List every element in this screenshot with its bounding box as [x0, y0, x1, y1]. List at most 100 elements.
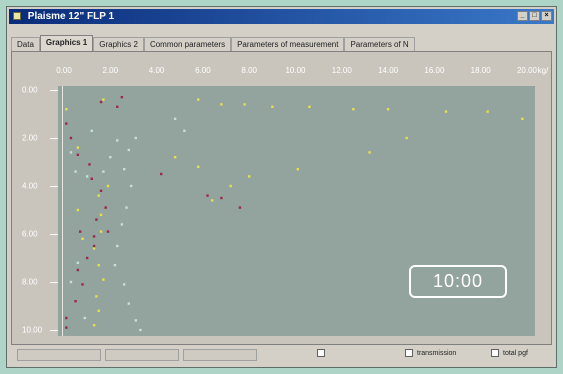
data-point-s1-13 — [120, 223, 124, 226]
x-tick-label: 12.00 — [331, 66, 352, 75]
data-point-s2-2 — [76, 153, 80, 156]
data-point-s0-12 — [521, 117, 524, 120]
data-point-s2-18 — [120, 96, 124, 99]
data-point-s1-20 — [83, 316, 87, 320]
data-point-s1-12 — [125, 206, 128, 209]
data-point-s0-13 — [405, 136, 408, 140]
transmission-option[interactable]: transmission — [405, 349, 456, 357]
y-tick-mark — [50, 282, 58, 283]
tab-common-parameters[interactable]: Common parameters — [143, 37, 232, 51]
data-point-s2-14 — [65, 316, 68, 320]
data-point-s1-11 — [129, 184, 133, 188]
data-point-s2-10 — [85, 256, 89, 260]
data-point-s0-31 — [97, 194, 100, 197]
app-icon — [13, 12, 21, 20]
data-point-s0-6 — [271, 105, 274, 108]
tab-graphics-2[interactable]: Graphics 2 — [93, 37, 144, 51]
y-tick-mark — [50, 138, 58, 139]
data-point-s0-23 — [92, 247, 96, 250]
close-icon[interactable]: × — [541, 11, 552, 21]
scatter-chart — [65, 96, 524, 332]
y-tick-label: 2.00 — [22, 133, 38, 143]
data-point-s1-10 — [122, 168, 126, 171]
data-point-s1-9 — [183, 129, 186, 132]
data-point-s1-4 — [109, 156, 112, 159]
status-field-2 — [105, 349, 179, 361]
data-point-s0-15 — [296, 168, 300, 171]
data-point-s2-21 — [220, 196, 223, 200]
timer-badge: 10:00 — [409, 265, 507, 298]
data-point-s2-17 — [116, 105, 119, 108]
minimize-icon[interactable]: _ — [517, 11, 528, 21]
x-unit-label: kg/ — [537, 66, 549, 75]
x-tick-label: 16.00 — [424, 66, 445, 75]
x-tick-label: 20.00 — [516, 66, 538, 75]
plot-area — [58, 86, 535, 336]
data-point-s1-3 — [102, 170, 105, 173]
data-point-s2-4 — [90, 177, 93, 180]
y-tick-label: 10.00 — [22, 325, 43, 335]
data-point-s1-0 — [69, 151, 73, 154]
maximize-icon[interactable]: □ — [529, 11, 540, 21]
data-point-s0-2 — [102, 98, 105, 101]
title-bar[interactable]: Plaisme 12" FLP 1 _ □ × — [9, 9, 554, 24]
data-point-s0-4 — [220, 103, 223, 106]
data-point-s1-22 — [76, 261, 80, 264]
data-point-s0-27 — [97, 309, 100, 312]
tab-strip: Data Graphics 1 Graphics 2 Common parame… — [11, 35, 552, 51]
x-tick-label: 6.00 — [195, 66, 211, 75]
data-point-s1-7 — [134, 136, 137, 140]
y-tick-mark — [50, 186, 58, 187]
data-point-s0-18 — [210, 199, 214, 202]
data-point-s2-12 — [81, 283, 84, 286]
data-point-s1-17 — [127, 302, 131, 305]
tab-parameters-of-measurement[interactable]: Parameters of measurement — [231, 37, 345, 51]
data-point-s1-19 — [139, 328, 142, 332]
data-point-s2-0 — [65, 122, 68, 125]
data-point-s2-22 — [238, 206, 242, 209]
data-point-s0-28 — [92, 324, 96, 327]
data-point-s0-0 — [65, 108, 68, 111]
total-pgf-label: total pgf — [503, 349, 528, 357]
data-point-s0-19 — [197, 165, 200, 168]
data-point-s1-14 — [116, 244, 119, 248]
data-point-s1-15 — [113, 264, 117, 267]
transmission-checkbox[interactable] — [405, 349, 413, 357]
data-point-s0-30 — [76, 208, 80, 212]
data-point-s2-13 — [74, 300, 77, 303]
tab-graphics-1[interactable]: Graphics 1 — [39, 35, 94, 51]
x-tick-label: 14.00 — [378, 66, 399, 75]
status-field-3 — [183, 349, 257, 361]
y-tick-label: 0.00 — [22, 85, 38, 95]
data-point-s1-21 — [69, 280, 73, 284]
y-tick-label: 4.00 — [22, 181, 38, 191]
x-tick-label: 4.00 — [148, 66, 165, 75]
data-point-s2-9 — [92, 244, 96, 248]
data-point-s0-7 — [308, 105, 311, 108]
total-pgf-option[interactable]: total pgf — [491, 349, 528, 357]
data-point-s2-11 — [76, 268, 80, 272]
y-tick-mark — [50, 234, 58, 235]
data-point-s0-14 — [368, 151, 371, 154]
data-point-s2-1 — [69, 136, 73, 140]
tab-parameters-of-n[interactable]: Parameters of N — [344, 37, 415, 51]
x-tick-label: 8.00 — [241, 66, 257, 75]
data-point-s1-16 — [122, 283, 126, 286]
x-tick-label: 10.00 — [285, 66, 306, 75]
status-field-1 — [17, 349, 101, 361]
data-point-s1-5 — [116, 139, 119, 142]
data-point-s0-5 — [243, 103, 246, 106]
data-point-s0-22 — [99, 230, 103, 233]
disabled-option — [317, 349, 329, 357]
data-point-s1-1 — [74, 170, 77, 173]
data-point-s0-16 — [248, 175, 251, 178]
data-point-s2-5 — [99, 189, 103, 192]
tab-data[interactable]: Data — [11, 37, 40, 51]
data-point-s0-20 — [173, 156, 177, 159]
data-point-s0-1 — [76, 146, 80, 149]
data-point-s0-32 — [106, 184, 110, 188]
data-point-s0-26 — [95, 295, 98, 298]
window-title: Plaisme 12" FLP 1 — [27, 11, 115, 22]
total-pgf-checkbox[interactable] — [491, 349, 499, 357]
data-point-s0-3 — [197, 98, 200, 101]
